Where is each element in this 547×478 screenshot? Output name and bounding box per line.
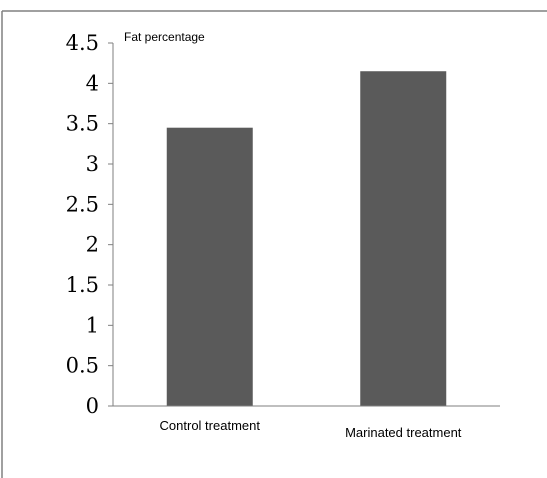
y-tick-label: 3 — [86, 152, 99, 176]
y-tick-label: 0.5 — [66, 354, 99, 378]
bars-group — [166, 71, 447, 406]
y-tick-label: 1.5 — [66, 273, 99, 297]
x-category-label: Control treatment — [160, 418, 261, 433]
bar — [166, 127, 253, 406]
y-tick-label: 1 — [86, 313, 99, 337]
x-axis-category-labels: Control treatment Marinated treatment — [160, 418, 462, 440]
bar — [360, 71, 447, 406]
y-tick-label: 4 — [86, 71, 99, 95]
y-axis-ticks: 0 0.5 1 1.5 2 2.5 3 3.5 4 4.5 — [66, 31, 113, 418]
y-tick-label: 4.5 — [66, 31, 99, 55]
y-tick-label: 2 — [86, 233, 99, 257]
y-axis-label: Fat percentage — [124, 30, 205, 44]
y-tick-label: 2.5 — [66, 192, 99, 216]
y-tick-label: 3.5 — [66, 112, 99, 136]
y-tick-label: 0 — [86, 394, 99, 418]
x-category-label: Marinated treatment — [345, 425, 462, 440]
